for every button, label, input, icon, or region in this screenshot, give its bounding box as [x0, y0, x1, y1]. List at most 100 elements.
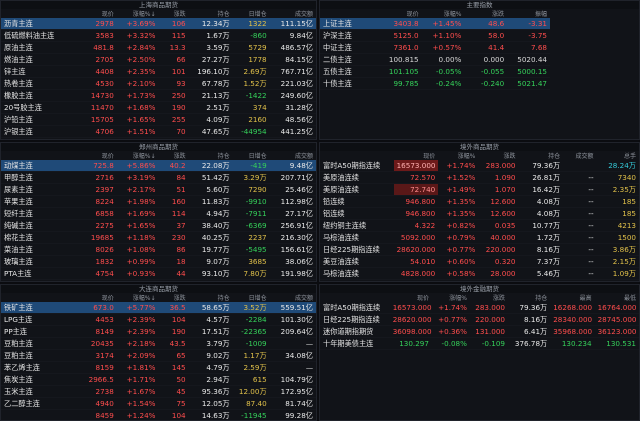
table-row[interactable]: 低硫燃料油主连 3583 +3.32% 115 1.67万 -860 9.84亿: [1, 29, 316, 42]
table-row[interactable]: 铁矿主连 673.0 +5.77% 36.5 58.65万 3.52万 559.51亿: [1, 302, 316, 314]
table-row[interactable]: 短纤主连 6858 +1.69% 114 4.94万 -7911 27.17亿: [1, 207, 316, 220]
table-row[interactable]: 甲醇主连 2716 +3.19% 84 51.42万 3.29万 207.71亿: [1, 171, 316, 184]
column-header[interactable]: 持仓: [535, 295, 548, 302]
table-row[interactable]: 二债主连 100.815 0.00% 0.000 5020.44: [320, 53, 550, 66]
column-header[interactable]: 成交额: [294, 11, 313, 18]
column-header[interactable]: 现价: [423, 153, 436, 160]
column-header[interactable]: 涨跌: [492, 295, 505, 302]
column-header[interactable]: 最低: [623, 295, 636, 302]
table-row[interactable]: 纯碱主连 2275 +1.65% 37 38.40万 -6369 256.91亿: [1, 219, 316, 232]
column-header[interactable]: 日增仓: [248, 153, 267, 160]
column-header[interactable]: 涨幅%: [449, 295, 467, 302]
column-header[interactable]: 现价: [406, 11, 419, 18]
column-header[interactable]: 总手: [623, 153, 636, 160]
table-header-row[interactable]: 现价 涨幅% 涨跌 持仓 最高 最低: [320, 293, 639, 302]
table-row[interactable]: 苯乙烯主连 8159 +1.81% 145 4.79万 2.59万 —: [1, 361, 316, 374]
column-header[interactable]: 涨幅%: [457, 153, 476, 160]
cell-value: +1.51%: [116, 125, 159, 138]
column-header[interactable]: [320, 9, 379, 18]
table-row[interactable]: 美豆油连续 54.010 +0.60% 0.320 7.37万 -- 2.15万: [320, 255, 639, 268]
table-row[interactable]: 乙二醇主连 4940 +1.54% 75 12.05万 87.40 81.74亿: [1, 397, 316, 410]
column-header[interactable]: 涨跌: [503, 153, 516, 160]
table-row[interactable]: PP主连 8149 +2.39% 190 17.51万 -22365 209.64亿: [1, 325, 316, 338]
table-row[interactable]: 棉花主连 19685 +1.18% 230 40.25万 2237 216.30亿: [1, 231, 316, 244]
table-row[interactable]: 燃油主连 2705 +2.50% 66 27.27万 1778 84.15亿: [1, 53, 316, 66]
table-row[interactable]: 豆粕主连 3174 +2.09% 65 9.02万 1.17万 34.08亿: [1, 349, 316, 362]
table-row[interactable]: 铅连续 946.800 +1.35% 12.600 4.08万 -- 185: [320, 195, 639, 208]
column-header[interactable]: 涨跌: [173, 11, 186, 18]
column-header[interactable]: 现价: [101, 295, 114, 302]
table-row[interactable]: 苹果主连 8224 +1.98% 160 11.83万 -9910 112.98亿: [1, 195, 316, 208]
table-header-row[interactable]: 现价 涨幅% 涨跌 振幅: [320, 9, 550, 18]
table-row[interactable]: 原油主连 481.8 +2.84% 13.3 3.59万 5729 486.57亿: [1, 41, 316, 54]
column-header[interactable]: 日增仓: [248, 295, 267, 302]
table-row[interactable]: 菜油主连 8026 +1.08% 86 19.77万 -5495 156.61亿: [1, 243, 316, 256]
table-row[interactable]: LPG主连 4453 +2.39% 104 4.57万 -2284 101.30亿: [1, 313, 316, 326]
table-row[interactable]: 十年期美债主连 130.297 -0.08% -0.109 376.78万 130.234…: [320, 337, 639, 350]
column-header[interactable]: [1, 151, 73, 160]
table-row[interactable]: 玉米主连 2738 +1.67% 45 95.36万 12.00万 172.95亿: [1, 385, 316, 398]
column-header[interactable]: 现价: [101, 11, 114, 18]
column-header[interactable]: 涨跌: [173, 153, 186, 160]
table-header-row[interactable]: 现价 涨幅%↓ 涨跌 持仓 日增仓 成交额: [1, 293, 316, 302]
column-header[interactable]: 日增仓: [248, 11, 267, 18]
column-header[interactable]: [320, 293, 390, 302]
column-header[interactable]: 成交额: [575, 153, 594, 160]
column-header[interactable]: 涨幅%↓: [132, 11, 156, 18]
table-row[interactable]: 上证主连 3403.8 +1.45% 48.6 -3.31: [320, 18, 550, 30]
column-header[interactable]: 持仓: [548, 153, 561, 160]
table-row[interactable]: 中证主连 7361.0 +0.57% 41.4 7.68: [320, 41, 550, 54]
cell-value: 1.09万: [596, 267, 639, 280]
table-row[interactable]: 五债主连 101.105 -0.05% -0.055 5000.15: [320, 65, 550, 78]
table-row[interactable]: 尿素主连 2397 +2.17% 51 5.60万 7290 25.46亿: [1, 183, 316, 196]
column-header[interactable]: [1, 293, 73, 302]
column-header[interactable]: 涨幅%↓: [132, 153, 156, 160]
column-header[interactable]: 持仓: [217, 153, 230, 160]
table-row[interactable]: 焦炭主连 2966.5 +1.71% 50 2.94万 615 104.79亿: [1, 373, 316, 386]
column-header[interactable]: 成交额: [294, 153, 313, 160]
column-header[interactable]: [320, 151, 394, 160]
table-row[interactable]: 美原油连续 72.740 +1.49% 1.070 16.42万 -- 2.35万: [320, 183, 639, 196]
table-header-row[interactable]: 现价 涨幅%↓ 涨跌 持仓 日增仓 成交额: [1, 151, 316, 160]
table-row[interactable]: 富时A50期指连续 16573.000 +1.74% 283.000 79.36万 162…: [320, 302, 639, 314]
table-row[interactable]: 8459 +1.24% 104 14.63万 -11945 99.28亿: [1, 409, 316, 420]
table-row[interactable]: 玻璃主连 1832 +0.99% 18 9.07万 3685 38.06亿: [1, 255, 316, 268]
column-header[interactable]: 涨跌: [173, 295, 186, 302]
column-header[interactable]: 振幅: [534, 11, 547, 18]
table-row[interactable]: 沪铅主连 15705 +1.65% 255 4.09万 2160 48.56亿: [1, 113, 316, 126]
table-row[interactable]: 沪银主连 4706 +1.51% 70 47.65万 -44954 441.25亿: [1, 125, 316, 138]
table-row[interactable]: 日经225期指连续 28620.000 +0.77% 220.000 8.16万 -- 3.…: [320, 243, 639, 256]
column-header[interactable]: 涨跌: [492, 11, 505, 18]
table-row[interactable]: 沪深主连 5125.0 +1.10% 58.0 -3.75: [320, 29, 550, 42]
column-header[interactable]: 涨幅%: [443, 11, 462, 18]
column-header[interactable]: [1, 9, 73, 18]
table-row[interactable]: PTA主连 4754 +0.93% 44 93.10万 7.80万 191.98亿: [1, 267, 316, 280]
table-row[interactable]: 锌主连 4408 +2.35% 101 196.10万 2.69万 767.71亿: [1, 65, 316, 78]
table-row[interactable]: 迷你道期指期货 36098.000 +0.36% 131.000 6.41万 35968.…: [320, 325, 639, 338]
table-row[interactable]: 热卷主连 4530 +2.10% 93 67.78万 1.52万 221.03亿: [1, 77, 316, 90]
column-header[interactable]: 涨幅%↓: [132, 295, 156, 302]
table-row[interactable]: 马棕油连续 4828.000 +0.58% 28.000 5.46万 -- 1.09万: [320, 267, 639, 280]
column-header[interactable]: 现价: [101, 153, 114, 160]
column-header[interactable]: 持仓: [217, 295, 230, 302]
table-row[interactable]: 马棕油连续 5092.000 +0.79% 40.000 1.72万 -- 1500: [320, 231, 639, 244]
column-header[interactable]: 成交额: [294, 295, 313, 302]
table-row[interactable]: 20号胶主连 11470 +1.68% 190 2.51万 374 31.28亿: [1, 101, 316, 114]
table-row[interactable]: 沥青主连 2978 +3.69% 106 12.34万 1322 111.15亿: [1, 18, 316, 30]
table-row[interactable]: 豆粕主连 20435 +2.18% 43.5 3.79万 -1009—: [1, 337, 316, 350]
column-header[interactable]: 最高: [579, 295, 592, 302]
column-header[interactable]: 现价: [416, 295, 429, 302]
table-row[interactable]: 纽约铜主连续 4.322 +0.82% 0.035 10.77万 -- 4213: [320, 219, 639, 232]
column-header[interactable]: 持仓: [217, 11, 230, 18]
table-row[interactable]: 铝连续 946.800 +1.35% 12.600 4.08万 -- 185: [320, 207, 639, 220]
table-row[interactable]: 橡胶主连 14730 +1.73% 250 21.13万 -1422 249.60亿: [1, 89, 316, 102]
table-row[interactable]: 美原油连续 72.570 +1.52% 1.090 26.81万 -- 7340: [320, 171, 639, 184]
table-row[interactable]: 十债主连 99.785 -0.24% -0.240 5021.47: [320, 77, 550, 90]
cell-value: +0.58%: [438, 267, 479, 280]
table-row[interactable]: 日经225期指连续 28620.000 +0.77% 220.000 8.16万 2834…: [320, 313, 639, 326]
table-row[interactable]: 富时A50期指连续 16573.000 +1.74% 283.000 79.36万 28.…: [320, 160, 639, 172]
table-header-row[interactable]: 现价 涨幅% 涨跌 持仓 成交额 总手: [320, 151, 639, 160]
table-row[interactable]: 动煤主连 725.8 +5.86% 40.2 22.08万 -419 9.48亿: [1, 160, 316, 172]
table-header-row[interactable]: 现价 涨幅%↓ 涨跌 持仓 日增仓 成交额: [1, 9, 316, 18]
cell-value: 946.800: [393, 207, 439, 220]
